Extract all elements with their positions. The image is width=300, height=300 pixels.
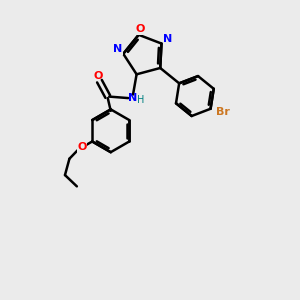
Text: H: H [137, 95, 145, 106]
Text: Br: Br [216, 106, 230, 117]
Text: N: N [164, 34, 173, 44]
Text: N: N [113, 44, 122, 54]
Text: O: O [136, 24, 145, 34]
Text: O: O [77, 142, 87, 152]
Text: O: O [93, 71, 103, 81]
Text: N: N [128, 93, 137, 103]
